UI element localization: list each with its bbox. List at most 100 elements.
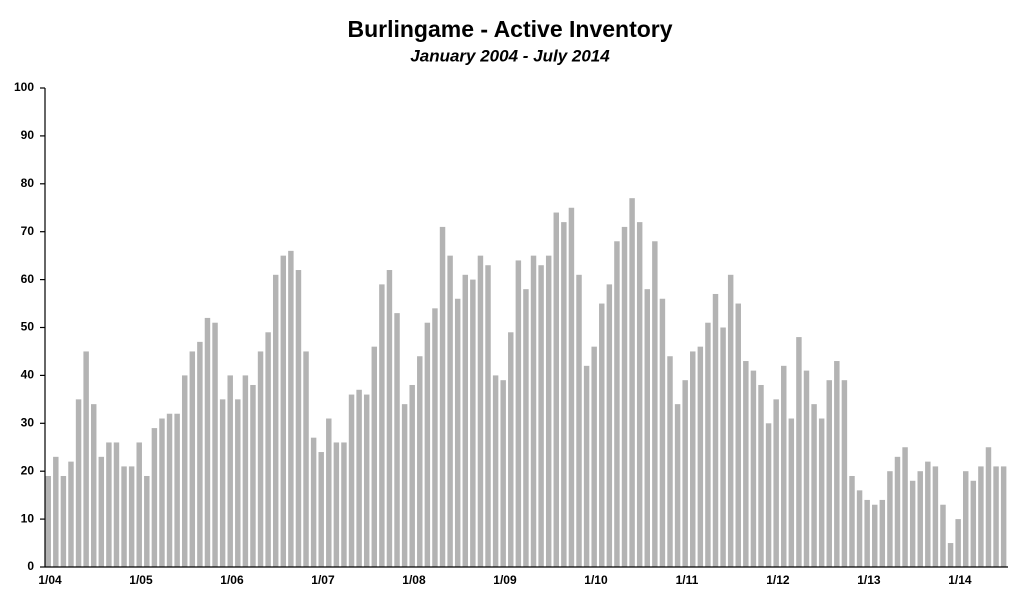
bar	[417, 356, 423, 567]
x-tick-label: 1/09	[493, 573, 517, 587]
bar	[166, 413, 173, 567]
bar	[500, 380, 506, 567]
bar	[599, 303, 605, 567]
bar	[659, 298, 666, 567]
y-tick-label: 30	[21, 415, 35, 429]
bar	[712, 293, 719, 567]
bar	[235, 399, 241, 567]
y-tick-label: 90	[21, 128, 35, 142]
bar	[333, 442, 340, 567]
bar	[326, 418, 332, 567]
bar	[621, 226, 628, 567]
bar	[720, 327, 726, 567]
y-tick-label: 50	[21, 320, 35, 334]
bar	[128, 466, 135, 567]
x-tick-label: 1/12	[766, 573, 790, 587]
bar	[98, 456, 105, 567]
bar	[690, 351, 696, 567]
bar	[530, 255, 537, 567]
bar	[591, 346, 597, 567]
y-tick-label: 80	[21, 176, 35, 190]
x-tick-label: 1/10	[584, 573, 608, 587]
y-tick-label: 40	[21, 368, 35, 382]
bar	[60, 475, 67, 567]
bar	[159, 418, 165, 567]
bar	[379, 284, 385, 567]
bar	[272, 274, 279, 567]
bar	[925, 461, 931, 567]
bar	[985, 447, 992, 567]
bar	[917, 471, 923, 567]
bar	[545, 255, 552, 567]
bar	[902, 447, 908, 567]
bar	[841, 380, 848, 567]
bar	[743, 361, 749, 567]
bar	[219, 399, 226, 567]
bar	[909, 480, 916, 567]
bar	[424, 322, 431, 567]
bar	[947, 543, 954, 567]
bar	[341, 442, 347, 567]
bar	[629, 198, 635, 568]
bar	[310, 437, 317, 567]
bar	[439, 226, 446, 567]
bar	[894, 456, 901, 567]
bar	[257, 351, 264, 567]
bar	[144, 475, 150, 567]
bar	[872, 504, 878, 567]
bar	[614, 241, 620, 567]
bar	[280, 255, 287, 567]
x-tick-label: 1/11	[676, 573, 699, 587]
bar	[394, 313, 400, 567]
bar	[447, 255, 453, 567]
bar	[803, 370, 810, 567]
bar	[454, 298, 461, 567]
bar	[492, 375, 499, 567]
y-tick-label: 70	[21, 224, 35, 238]
x-tick-label: 1/14	[948, 573, 972, 587]
bar	[204, 317, 211, 567]
x-tick-label: 1/13	[857, 573, 881, 587]
bar	[75, 399, 82, 567]
bar	[826, 380, 832, 567]
bar	[189, 351, 196, 567]
bar	[963, 471, 969, 567]
bar	[401, 404, 408, 567]
bar	[568, 207, 575, 567]
bar	[636, 222, 643, 567]
y-tick-label: 20	[21, 463, 35, 477]
bar	[652, 241, 658, 567]
bar	[265, 332, 271, 567]
bar	[553, 212, 559, 568]
bar	[583, 365, 590, 567]
bar	[174, 413, 180, 567]
bar	[834, 361, 840, 567]
bar	[250, 384, 256, 567]
bar	[363, 394, 370, 567]
bar	[227, 375, 233, 567]
bar	[576, 274, 582, 567]
bar	[303, 351, 309, 567]
bar	[113, 442, 120, 567]
bar	[45, 475, 51, 567]
x-tick-label: 1/04	[38, 573, 62, 587]
bar	[523, 289, 529, 567]
x-tick-label: 1/08	[402, 573, 426, 587]
bar	[993, 466, 999, 567]
bar	[940, 504, 946, 567]
bar	[735, 303, 741, 567]
bar	[371, 346, 378, 567]
bar	[856, 490, 863, 567]
bar	[561, 222, 567, 567]
y-tick-label: 10	[21, 511, 35, 525]
bar	[932, 466, 939, 567]
bar	[1000, 466, 1007, 567]
bar	[318, 452, 324, 567]
bar	[674, 404, 681, 567]
y-tick-label: 0	[27, 559, 34, 573]
bar	[879, 499, 886, 567]
x-tick-label: 1/06	[220, 573, 244, 587]
bar	[515, 260, 522, 567]
